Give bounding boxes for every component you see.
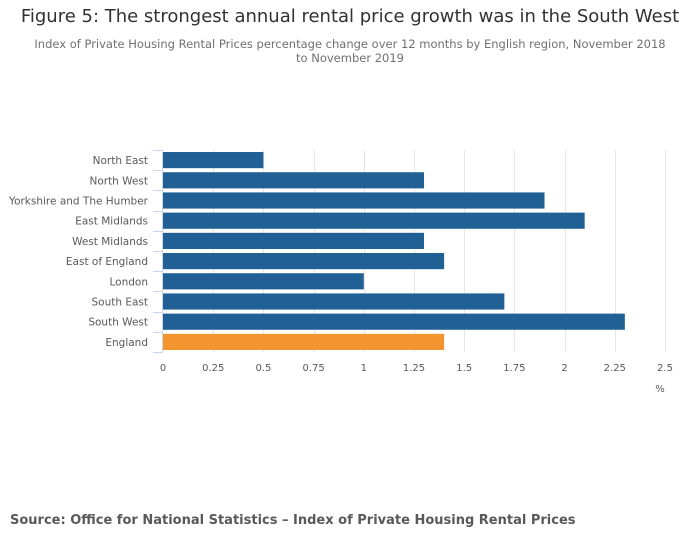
x-tick-label: 1.25 [403,363,425,374]
category-label: North East [93,155,148,167]
category-label: South East [91,297,148,309]
x-tick-label: 2 [561,363,567,374]
x-tick-label: 1.75 [503,363,525,374]
x-axis-unit-label: % [655,384,665,395]
bar-east-midlands [163,212,585,229]
x-tick-label: 0.5 [255,363,271,374]
source-note: Source: Office for National Statistics –… [10,513,576,528]
category-label: North West [89,175,148,187]
x-tick-label: 1 [361,363,367,374]
category-label: London [110,276,149,288]
chart-subtitle: Index of Private Housing Rental Prices p… [34,37,666,65]
x-tick-label: 1.5 [456,363,472,374]
x-tick-label: 2.5 [657,363,673,374]
bar-yorkshire-and-the-humber [163,192,545,209]
x-tick-label: 0 [160,363,166,374]
category-label: England [105,337,148,349]
category-label: South West [88,317,148,329]
category-label: Yorkshire and The Humber [8,196,149,208]
x-tick-labels: 0 0.25 0.5 0.75 1 1.25 1.5 1.75 2 2.25 2.5 [160,363,673,374]
bar-south-west [163,313,625,330]
category-label: East of England [66,256,148,268]
x-tick-label: 0.75 [302,363,324,374]
bar-west-midlands [163,232,425,249]
bar-south-east [163,293,505,310]
y-axis [153,150,163,353]
x-tick-label: 2.25 [604,363,626,374]
bar-east-of-england [163,253,445,270]
bar-london [163,273,364,290]
category-labels: North East North West Yorkshire and The Hu… [8,155,149,349]
bar-north-west [163,172,425,189]
chart-title: Figure 5: The strongest annual rental pr… [20,6,680,27]
x-tick-label: 0.25 [202,363,224,374]
category-label: West Midlands [72,236,148,248]
category-label: East Midlands [75,216,148,228]
bar-north-east [163,152,264,169]
bars [163,152,625,350]
bar-england [163,333,445,350]
